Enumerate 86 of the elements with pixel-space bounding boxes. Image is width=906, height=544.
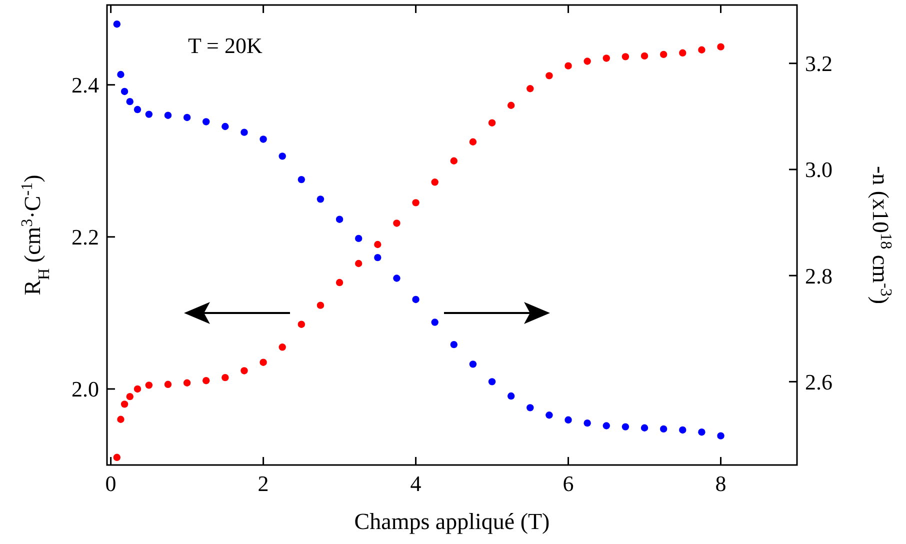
point bbox=[164, 380, 172, 388]
point bbox=[113, 454, 121, 461]
point bbox=[717, 432, 724, 440]
point bbox=[546, 72, 553, 80]
point bbox=[374, 254, 382, 262]
y-tick-label: 2.0 bbox=[72, 376, 99, 402]
point bbox=[260, 136, 267, 143]
point bbox=[393, 274, 400, 282]
point bbox=[355, 234, 362, 242]
point bbox=[640, 52, 648, 60]
point bbox=[526, 85, 534, 92]
point bbox=[164, 112, 172, 119]
point bbox=[488, 378, 496, 386]
point bbox=[640, 424, 648, 432]
point bbox=[717, 43, 724, 50]
point bbox=[393, 220, 400, 227]
point bbox=[698, 428, 706, 436]
annotation: T = 20K bbox=[188, 33, 262, 58]
point bbox=[469, 138, 477, 146]
point bbox=[564, 416, 572, 424]
point bbox=[450, 340, 458, 348]
point bbox=[134, 385, 142, 393]
x-tick-label: 4 bbox=[410, 471, 422, 496]
point bbox=[202, 118, 210, 126]
point bbox=[183, 379, 191, 386]
x-tick-label: 0 bbox=[105, 471, 116, 496]
point bbox=[584, 58, 591, 65]
point bbox=[316, 302, 324, 309]
point bbox=[202, 377, 210, 384]
point bbox=[120, 400, 128, 408]
point bbox=[145, 110, 153, 118]
point bbox=[660, 50, 668, 58]
point bbox=[450, 157, 458, 164]
point bbox=[507, 102, 515, 109]
point bbox=[622, 53, 630, 60]
point bbox=[298, 320, 306, 328]
point bbox=[546, 412, 553, 419]
point bbox=[113, 20, 121, 28]
x-tick-label: 2 bbox=[258, 471, 269, 496]
point bbox=[120, 88, 128, 96]
point bbox=[660, 425, 668, 433]
point bbox=[564, 62, 572, 70]
x-tick-label: 6 bbox=[562, 471, 574, 496]
point bbox=[602, 54, 610, 62]
point bbox=[698, 46, 706, 54]
point bbox=[622, 423, 630, 430]
point bbox=[126, 392, 134, 400]
point bbox=[679, 49, 686, 56]
y-tick-label: 2.2 bbox=[72, 224, 99, 250]
point bbox=[412, 199, 420, 206]
point bbox=[526, 404, 534, 412]
x-axis-title: Champs appliqué (T) bbox=[354, 509, 550, 534]
point bbox=[117, 70, 124, 78]
y2-tick-label: 2.6 bbox=[805, 369, 832, 394]
point bbox=[374, 240, 382, 248]
point bbox=[316, 196, 324, 203]
point bbox=[355, 260, 362, 268]
y2-tick-label: 3.2 bbox=[805, 51, 832, 76]
point bbox=[412, 296, 420, 304]
point bbox=[602, 422, 610, 430]
point bbox=[134, 106, 142, 114]
point bbox=[117, 416, 124, 423]
point bbox=[145, 382, 153, 389]
point bbox=[222, 374, 229, 382]
y2-tick-label: 2.8 bbox=[805, 263, 832, 288]
x-tick-label: 8 bbox=[715, 471, 726, 496]
point bbox=[336, 216, 344, 223]
point bbox=[183, 114, 191, 122]
point bbox=[126, 98, 134, 106]
point bbox=[584, 419, 591, 427]
point bbox=[260, 358, 267, 366]
point bbox=[278, 344, 286, 351]
point bbox=[240, 128, 248, 136]
point bbox=[507, 392, 515, 400]
point bbox=[679, 426, 686, 434]
point bbox=[278, 152, 286, 160]
point bbox=[298, 176, 306, 184]
point bbox=[488, 119, 496, 126]
point bbox=[222, 122, 229, 130]
point bbox=[431, 318, 438, 326]
y-tick-label: 2.4 bbox=[72, 72, 99, 98]
y2-tick-label: 3.0 bbox=[805, 157, 832, 182]
point bbox=[336, 278, 344, 286]
point bbox=[469, 360, 477, 368]
point bbox=[240, 367, 248, 374]
point bbox=[431, 178, 438, 186]
